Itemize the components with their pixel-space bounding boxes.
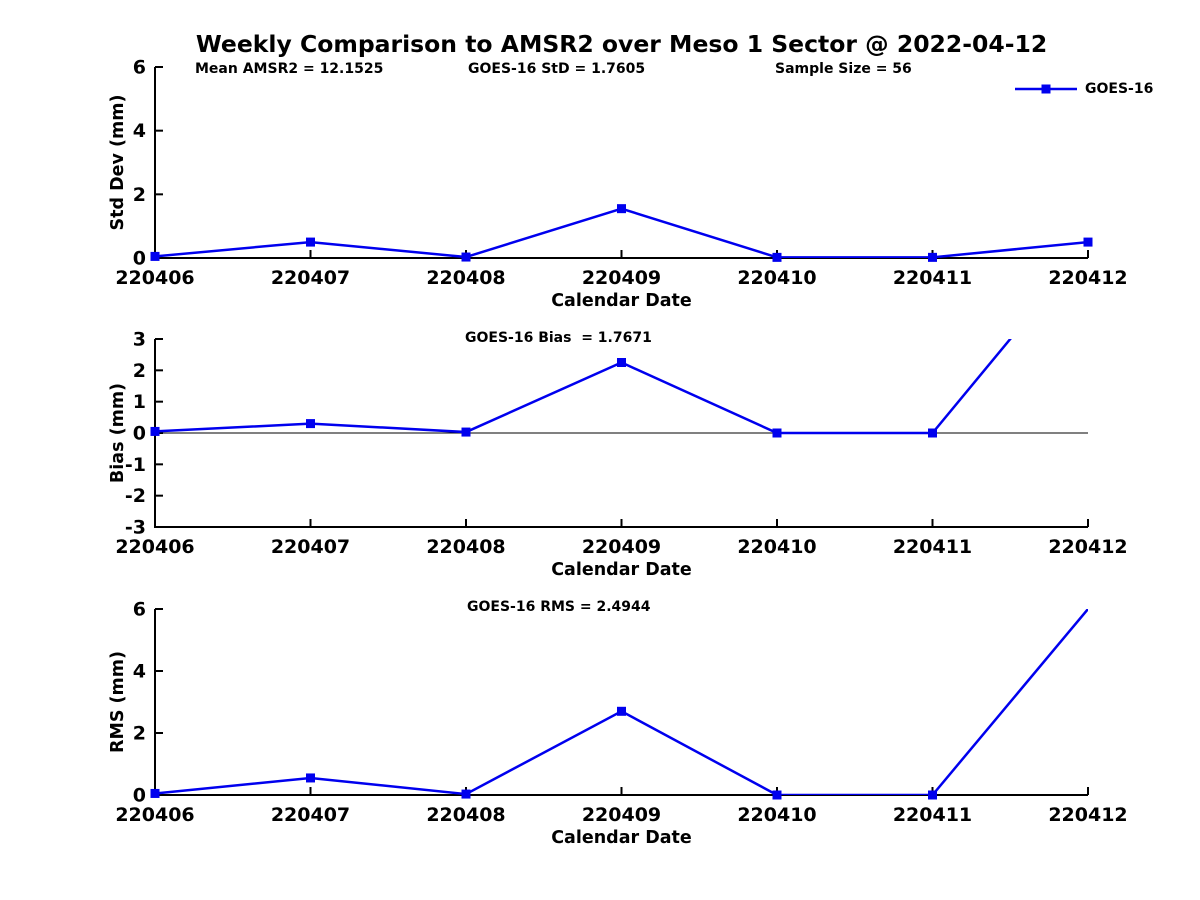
data-point-marker [772,252,782,262]
y-tick-label: 2 [133,184,146,206]
x-tick-label: 220411 [893,804,972,826]
panel-std-dev: 0 2 4 6 220406 220407 220408 220409 220410 220411… [108,57,1128,312]
y-tick-label: 4 [133,120,146,142]
data-point-marker [617,204,626,214]
panel-annotation: GOES-16 Bias = 1.7671 [465,330,652,346]
panel-rms: 0 2 4 6 220406 220407 220408 220409 220410 220411… [108,599,1128,849]
y-tick-label: 3 [133,329,146,351]
y-tick-label: 6 [133,57,146,79]
x-tick-label: 220412 [1048,804,1127,826]
panel-annotation: GOES-16 StD = 1.7605 [468,61,645,77]
y-tick-label: 0 [133,785,146,807]
x-axis-label: Calendar Date [551,560,692,580]
x-tick-label: 220410 [737,267,816,289]
data-point-marker [150,788,160,798]
x-tick-label: 220412 [1048,536,1127,558]
y-axis-label: Bias (mm) [108,383,128,483]
legend: GOES-16 [1014,81,1153,97]
data-point-marker [928,428,937,438]
legend-square-marker-icon [1041,84,1051,94]
x-tick-label: 220406 [115,536,194,558]
data-point-marker [772,790,782,800]
data-point-marker [617,706,626,716]
x-tick-label: 220407 [271,536,350,558]
panel-annotation: Mean AMSR2 = 12.1525 [195,61,383,77]
x-tick-label: 220407 [271,804,350,826]
x-tick-label: 220411 [893,536,972,558]
data-point-marker [306,419,315,429]
y-tick-label: 6 [133,599,146,621]
data-point-marker [928,790,937,800]
x-tick-label: 220409 [582,536,661,558]
y-tick-label: 0 [133,248,146,270]
legend-line-sample-icon [1015,84,1077,94]
series-line-GOES-16 [155,609,1088,795]
y-axis-label: RMS (mm) [108,651,128,753]
x-axis-label: Calendar Date [551,828,692,848]
x-tick-label: 220409 [582,267,661,289]
x-tick-label: 220408 [426,804,505,826]
y-tick-label: 2 [133,360,146,382]
data-point-marker [306,773,315,783]
y-tick-label: -3 [125,517,146,539]
x-tick-label: 220412 [1048,267,1127,289]
data-point-marker [306,237,315,247]
y-tick-label: 1 [133,391,146,413]
panel-bias: -3 -2 -1 0 1 2 3 220406 220407 220408 220409 220410… [108,329,1128,581]
y-tick-label: -1 [125,454,146,476]
legend-label: GOES-16 [1085,81,1154,97]
data-point-marker [617,358,626,367]
x-tick-label: 220406 [115,804,194,826]
data-point-marker [461,252,471,262]
y-tick-label: 4 [133,661,146,683]
y-tick-label: 2 [133,723,146,745]
y-tick-label: 0 [133,423,146,445]
figure-title: Weekly Comparison to AMSR2 over Meso 1 S… [195,30,1048,58]
data-point-marker [928,252,937,262]
y-axis-label: Std Dev (mm) [108,95,128,231]
y-tick-label: -2 [125,485,146,507]
x-tick-label: 220406 [115,267,194,289]
panel-annotation: GOES-16 RMS = 2.4944 [467,599,651,615]
x-tick-label: 220408 [426,536,505,558]
data-point-marker [150,426,160,436]
x-tick-label: 220410 [737,804,816,826]
x-tick-label: 220407 [271,267,350,289]
x-tick-label: 220410 [737,536,816,558]
data-point-marker [150,251,160,261]
data-point-marker [772,428,782,438]
x-axis-label: Calendar Date [551,291,692,311]
panel-annotation: Sample Size = 56 [775,61,912,77]
x-tick-label: 220409 [582,804,661,826]
x-tick-label: 220408 [426,267,505,289]
x-tick-label: 220411 [893,267,972,289]
data-point-marker [461,789,471,799]
data-point-marker [461,427,471,437]
data-point-marker [1083,237,1093,247]
